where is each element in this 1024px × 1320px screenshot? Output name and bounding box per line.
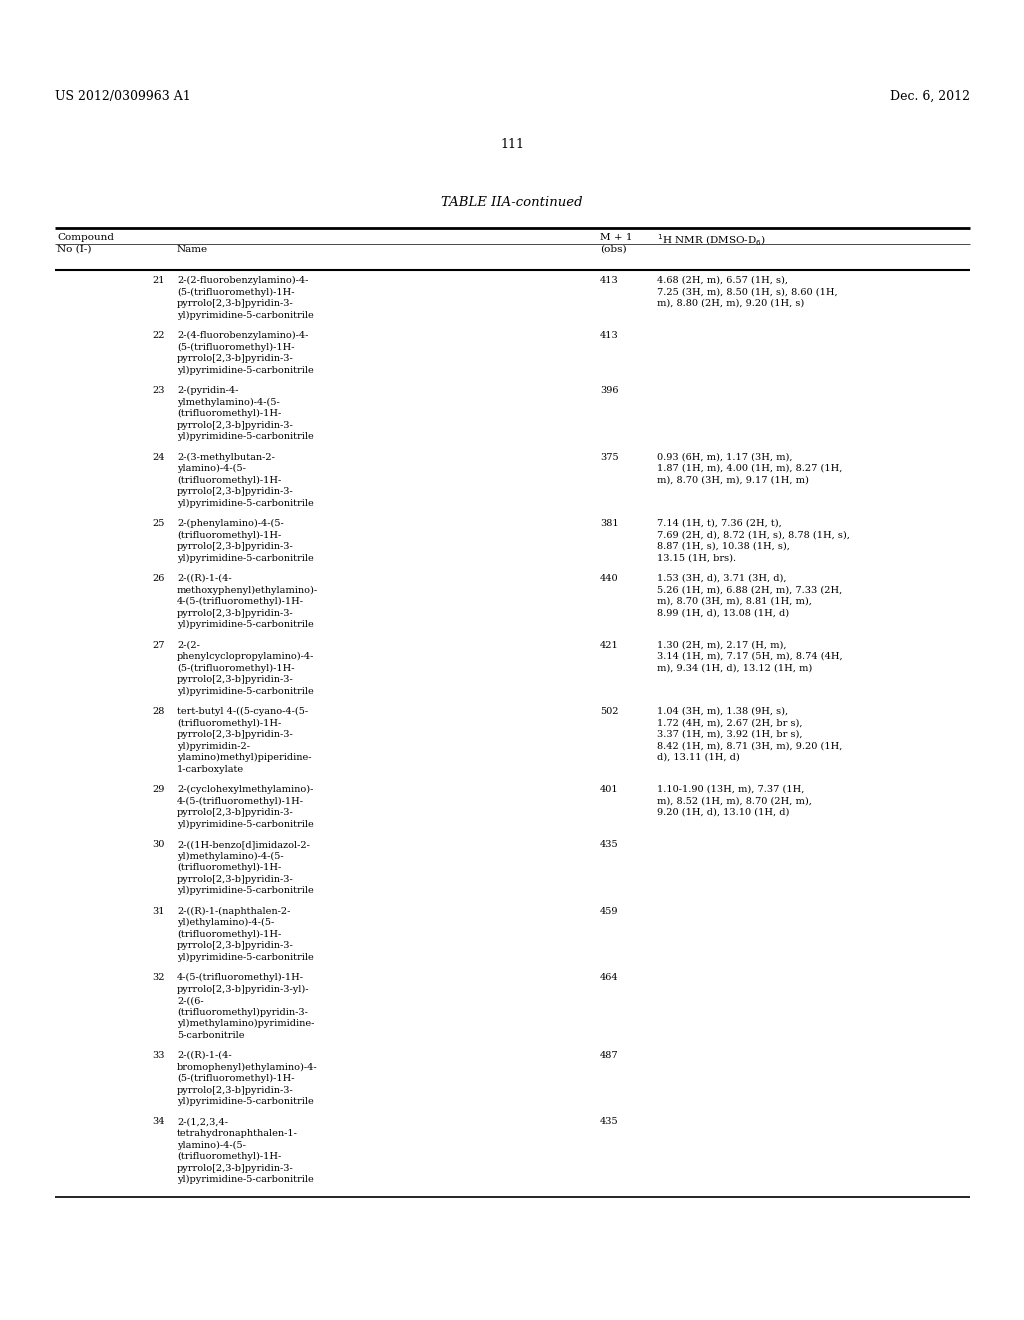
Text: 2-((R)-1-(naphthalen-2-
yl)ethylamino)-4-(5-
(trifluoromethyl)-1H-
pyrrolo[2,3-b: 2-((R)-1-(naphthalen-2- yl)ethylamino)-4… (177, 907, 313, 962)
Text: 381: 381 (600, 519, 618, 528)
Text: Compound: Compound (57, 234, 114, 242)
Text: 1.10-1.90 (13H, m), 7.37 (1H,
m), 8.52 (1H, m), 8.70 (2H, m),
9.20 (1H, d), 13.1: 1.10-1.90 (13H, m), 7.37 (1H, m), 8.52 (… (657, 785, 812, 817)
Text: 2-(cyclohexylmethylamino)-
4-(5-(trifluoromethyl)-1H-
pyrrolo[2,3-b]pyridin-3-
y: 2-(cyclohexylmethylamino)- 4-(5-(trifluo… (177, 785, 313, 829)
Text: 421: 421 (600, 640, 618, 649)
Text: 459: 459 (600, 907, 618, 916)
Text: 464: 464 (600, 973, 618, 982)
Text: Dec. 6, 2012: Dec. 6, 2012 (890, 90, 970, 103)
Text: 4.68 (2H, m), 6.57 (1H, s),
7.25 (3H, m), 8.50 (1H, s), 8.60 (1H,
m), 8.80 (2H, : 4.68 (2H, m), 6.57 (1H, s), 7.25 (3H, m)… (657, 276, 838, 308)
Text: TABLE IIA-continued: TABLE IIA-continued (441, 195, 583, 209)
Text: 1.30 (2H, m), 2.17 (H, m),
3.14 (1H, m), 7.17 (5H, m), 8.74 (4H,
m), 9.34 (1H, d: 1.30 (2H, m), 2.17 (H, m), 3.14 (1H, m),… (657, 640, 843, 672)
Text: 2-((R)-1-(4-
bromophenyl)ethylamino)-4-
(5-(trifluoromethyl)-1H-
pyrrolo[2,3-b]p: 2-((R)-1-(4- bromophenyl)ethylamino)-4- … (177, 1051, 317, 1106)
Text: $^{1}$H NMR (DMSO-D$_{6}$): $^{1}$H NMR (DMSO-D$_{6}$) (657, 234, 766, 248)
Text: 2-((1H-benzo[d]imidazol-2-
yl)methylamino)-4-(5-
(trifluoromethyl)-1H-
pyrrolo[2: 2-((1H-benzo[d]imidazol-2- yl)methylamin… (177, 840, 313, 895)
Text: 401: 401 (600, 785, 618, 795)
Text: 33: 33 (153, 1051, 165, 1060)
Text: M + 1: M + 1 (600, 234, 633, 242)
Text: 2-((R)-1-(4-
methoxyphenyl)ethylamino)-
4-(5-(trifluoromethyl)-1H-
pyrrolo[2,3-b: 2-((R)-1-(4- methoxyphenyl)ethylamino)- … (177, 574, 318, 630)
Text: 396: 396 (600, 385, 618, 395)
Text: 22: 22 (153, 331, 165, 341)
Text: 28: 28 (153, 708, 165, 715)
Text: 2-(pyridin-4-
ylmethylamino)-4-(5-
(trifluoromethyl)-1H-
pyrrolo[2,3-b]pyridin-3: 2-(pyridin-4- ylmethylamino)-4-(5- (trif… (177, 385, 313, 441)
Text: 30: 30 (153, 840, 165, 849)
Text: (obs): (obs) (600, 246, 627, 253)
Text: 26: 26 (153, 574, 165, 583)
Text: 32: 32 (153, 973, 165, 982)
Text: tert-butyl 4-((5-cyano-4-(5-
(trifluoromethyl)-1H-
pyrrolo[2,3-b]pyridin-3-
yl)p: tert-butyl 4-((5-cyano-4-(5- (trifluorom… (177, 708, 311, 774)
Text: 435: 435 (600, 1118, 618, 1126)
Text: No (I-): No (I-) (57, 246, 91, 253)
Text: 1.04 (3H, m), 1.38 (9H, s),
1.72 (4H, m), 2.67 (2H, br s),
3.37 (1H, m), 3.92 (1: 1.04 (3H, m), 1.38 (9H, s), 1.72 (4H, m)… (657, 708, 843, 762)
Text: Name: Name (177, 246, 208, 253)
Text: 111: 111 (500, 139, 524, 150)
Text: 29: 29 (153, 785, 165, 795)
Text: 413: 413 (600, 331, 618, 341)
Text: 27: 27 (153, 640, 165, 649)
Text: 23: 23 (153, 385, 165, 395)
Text: 413: 413 (600, 276, 618, 285)
Text: 1.53 (3H, d), 3.71 (3H, d),
5.26 (1H, m), 6.88 (2H, m), 7.33 (2H,
m), 8.70 (3H, : 1.53 (3H, d), 3.71 (3H, d), 5.26 (1H, m)… (657, 574, 843, 618)
Text: 440: 440 (600, 574, 618, 583)
Text: 4-(5-(trifluoromethyl)-1H-
pyrrolo[2,3-b]pyridin-3-yl)-
2-((6-
(trifluoromethyl): 4-(5-(trifluoromethyl)-1H- pyrrolo[2,3-b… (177, 973, 314, 1040)
Text: 487: 487 (600, 1051, 618, 1060)
Text: 375: 375 (600, 453, 618, 462)
Text: 2-(1,2,3,4-
tetrahydronaphthalen-1-
ylamino)-4-(5-
(trifluoromethyl)-1H-
pyrrolo: 2-(1,2,3,4- tetrahydronaphthalen-1- ylam… (177, 1118, 313, 1184)
Text: 502: 502 (600, 708, 618, 715)
Text: US 2012/0309963 A1: US 2012/0309963 A1 (55, 90, 190, 103)
Text: 7.14 (1H, t), 7.36 (2H, t),
7.69 (2H, d), 8.72 (1H, s), 8.78 (1H, s),
8.87 (1H, : 7.14 (1H, t), 7.36 (2H, t), 7.69 (2H, d)… (657, 519, 850, 562)
Text: 25: 25 (153, 519, 165, 528)
Text: 2-(phenylamino)-4-(5-
(trifluoromethyl)-1H-
pyrrolo[2,3-b]pyridin-3-
yl)pyrimidi: 2-(phenylamino)-4-(5- (trifluoromethyl)-… (177, 519, 313, 562)
Text: 2-(4-fluorobenzylamino)-4-
(5-(trifluoromethyl)-1H-
pyrrolo[2,3-b]pyridin-3-
yl): 2-(4-fluorobenzylamino)-4- (5-(trifluoro… (177, 331, 313, 375)
Text: 21: 21 (153, 276, 165, 285)
Text: 2-(2-fluorobenzylamino)-4-
(5-(trifluoromethyl)-1H-
pyrrolo[2,3-b]pyridin-3-
yl): 2-(2-fluorobenzylamino)-4- (5-(trifluoro… (177, 276, 313, 319)
Text: 34: 34 (153, 1118, 165, 1126)
Text: 31: 31 (153, 907, 165, 916)
Text: 435: 435 (600, 840, 618, 849)
Text: 2-(2-
phenylcyclopropylamino)-4-
(5-(trifluoromethyl)-1H-
pyrrolo[2,3-b]pyridin-: 2-(2- phenylcyclopropylamino)-4- (5-(tri… (177, 640, 314, 696)
Text: 24: 24 (153, 453, 165, 462)
Text: 2-(3-methylbutan-2-
ylamino)-4-(5-
(trifluoromethyl)-1H-
pyrrolo[2,3-b]pyridin-3: 2-(3-methylbutan-2- ylamino)-4-(5- (trif… (177, 453, 313, 508)
Text: 0.93 (6H, m), 1.17 (3H, m),
1.87 (1H, m), 4.00 (1H, m), 8.27 (1H,
m), 8.70 (3H, : 0.93 (6H, m), 1.17 (3H, m), 1.87 (1H, m)… (657, 453, 843, 484)
